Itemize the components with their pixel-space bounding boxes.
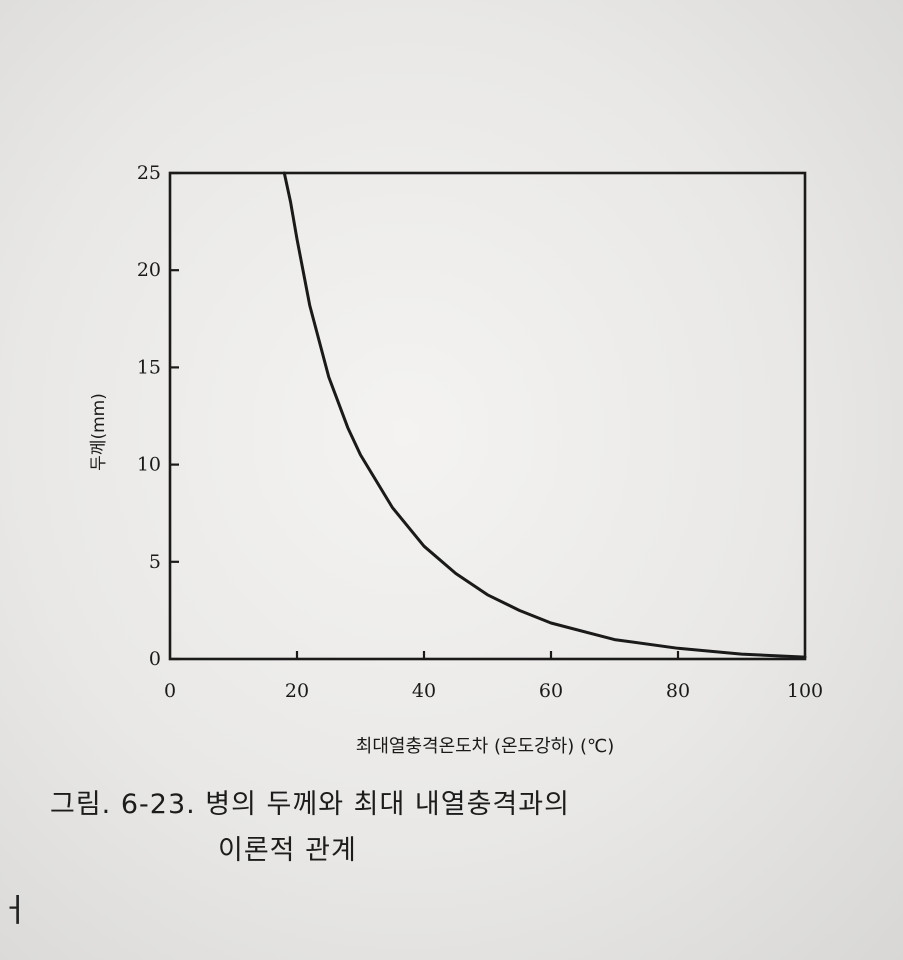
y-tick-label: 15 <box>137 356 161 378</box>
x-tick-label: 60 <box>539 680 563 702</box>
series-line <box>282 171 807 659</box>
y-tick-label: 5 <box>149 551 161 573</box>
chart: 0 5 10 15 20 25 0 20 40 60 80 100 두께(mm) 최대열충격온도차 (… <box>89 162 823 757</box>
series-layer <box>282 171 807 659</box>
x-tick-label: 100 <box>787 680 823 702</box>
x-axis-label: 최대열충격온도차 (온도강하) (℃) <box>356 736 614 757</box>
figure-caption: 그림. 6-23. 병의 두께와 최대 내열충격과의 이론적 관계 <box>50 782 810 874</box>
caption-line-2: 이론적 관계 <box>218 835 357 866</box>
caption-line-1: 그림. 6-23. 병의 두께와 최대 내열충격과의 <box>50 789 570 820</box>
x-tick-label: 20 <box>285 680 309 702</box>
x-tick-label: 40 <box>412 680 436 702</box>
x-tick-label: 80 <box>666 680 690 702</box>
ticks: 0 5 10 15 20 25 0 20 40 60 80 100 <box>137 162 823 702</box>
y-axis-label: 두께(mm) <box>89 393 109 471</box>
plot-frame <box>168 171 807 661</box>
y-tick-label: 20 <box>137 259 161 281</box>
y-tick-label: 0 <box>149 648 161 670</box>
axes <box>168 171 807 661</box>
y-tick-label: 10 <box>137 454 161 476</box>
page-edge-text: ㅓ <box>0 891 30 929</box>
x-tick-label: 0 <box>164 680 176 702</box>
y-tick-label: 25 <box>137 162 161 184</box>
